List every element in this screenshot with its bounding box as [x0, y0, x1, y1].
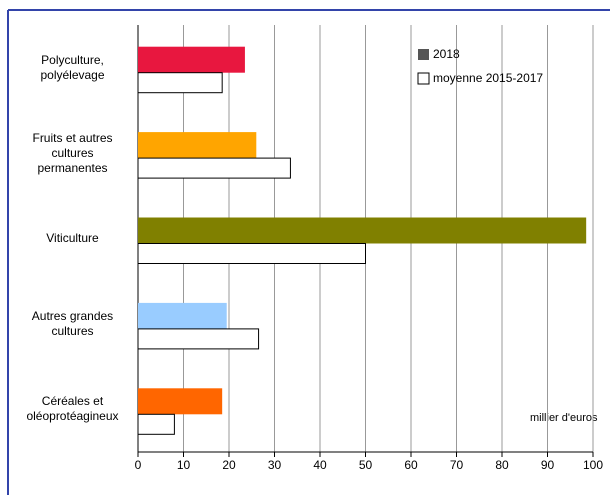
category-label: Autres grandes cultures [31, 308, 114, 338]
x-tick-label: 60 [404, 458, 418, 472]
legend-label: moyenne 2015-2017 [433, 71, 543, 85]
x-tick-label: 0 [135, 458, 142, 472]
bar-average [137, 413, 175, 435]
x-tick-label: 50 [359, 458, 373, 472]
x-tick-label: 40 [313, 458, 327, 472]
bar-2018 [138, 46, 245, 73]
bar-2018 [138, 302, 227, 329]
category-label: Fruits et autres cultures permanentes [32, 130, 113, 175]
x-tick-label: 30 [268, 458, 282, 472]
bar-average [137, 157, 291, 179]
x-tick-label: 20 [222, 458, 236, 472]
legend-swatch [418, 49, 429, 60]
x-tick-label: 10 [177, 458, 191, 472]
bar-2018 [138, 388, 223, 415]
x-tick-label: 80 [495, 458, 509, 472]
x-tick-label: 90 [541, 458, 555, 472]
category-label: Polyculture, polyélevage [40, 52, 105, 82]
category-label: Céréales et oléoprotéagineux [26, 394, 119, 424]
x-tick-label: 70 [450, 458, 464, 472]
bar-average [137, 328, 260, 350]
x-tick-label: 100 [583, 458, 603, 472]
bar-average [137, 72, 223, 94]
bar-average [137, 243, 366, 264]
bar-2018 [138, 132, 257, 159]
bar-2018 [138, 217, 587, 244]
legend-swatch [417, 72, 430, 85]
category-label: Viticulture [46, 231, 99, 245]
unit-annotation: millier d'euros [530, 412, 598, 424]
legend-label: 2018 [433, 47, 460, 61]
